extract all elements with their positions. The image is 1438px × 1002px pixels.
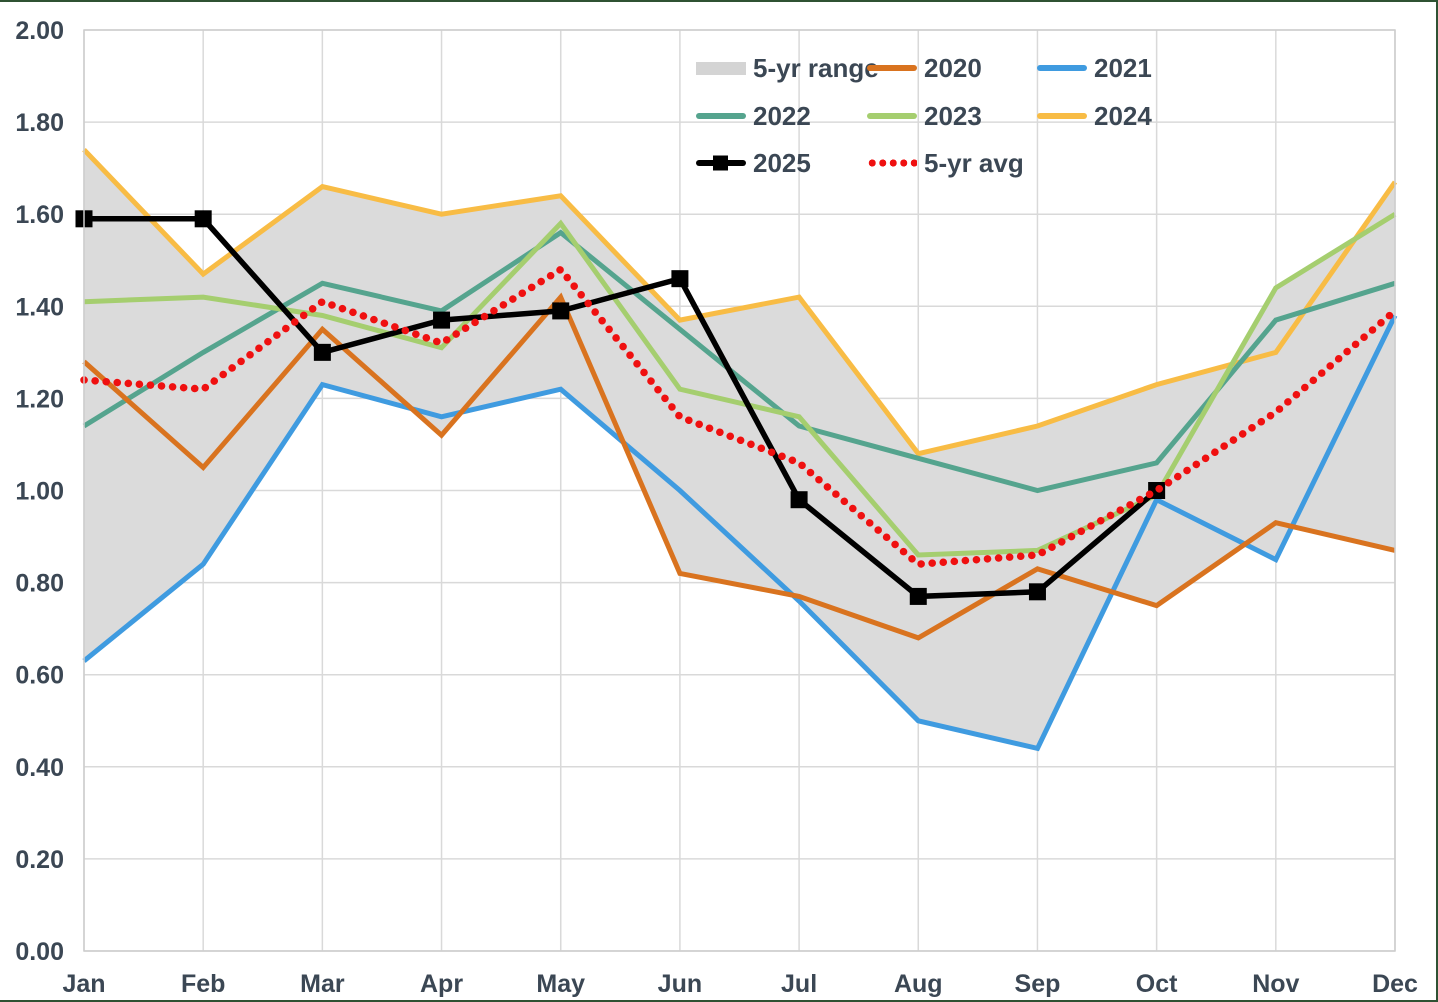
x-tick-label: Feb [181, 970, 225, 998]
legend-label: 2025 [753, 147, 811, 178]
legend-item-2020: 2020 [867, 52, 982, 83]
line-2020 [82, 292, 1396, 641]
y-tick-label: 1.40 [15, 293, 64, 321]
square-marker [1028, 583, 1046, 601]
x-tick-label: Oct [1136, 970, 1178, 998]
band-swatch-icon [696, 61, 746, 75]
legend-item-2025: 2025 [696, 147, 811, 178]
line-swatch-icon [1037, 65, 1087, 71]
square-marker [433, 311, 451, 329]
y-tick-label: 1.00 [15, 478, 64, 506]
line-swatch-icon [867, 65, 917, 71]
line-5yr-avg [80, 264, 1399, 569]
y-tick-label: 0.00 [15, 938, 64, 966]
square-marker [313, 343, 331, 361]
x-tick-label: Aug [894, 970, 943, 998]
line-swatch-icon [696, 113, 746, 119]
legend-item-5yr-avg: 5-yr avg [867, 147, 1024, 178]
legend-item-2024: 2024 [1037, 100, 1152, 131]
line-2024 [82, 147, 1398, 457]
line-2022 [82, 229, 1396, 494]
square-marker [671, 270, 689, 288]
x-tick-label: Jun [658, 970, 702, 998]
x-tick-label: May [536, 970, 585, 998]
legend-label: 2020 [924, 52, 982, 83]
band-5yr-range [84, 149, 1395, 749]
x-axis-labels: Jan Feb Mar Apr May Jun Jul Aug Sep Oct Nov Dec [62, 970, 1418, 998]
y-tick-label: 0.40 [15, 754, 64, 782]
legend-label: 5-yr range [753, 52, 879, 83]
square-marker [194, 210, 212, 228]
x-tick-label: Mar [300, 970, 345, 998]
x-tick-label: Jul [781, 970, 817, 998]
y-tick-label: 0.20 [15, 846, 64, 874]
line-2025 [84, 216, 1159, 600]
x-tick-label: Jan [62, 970, 105, 998]
legend-label: 2024 [1094, 100, 1152, 131]
square-marker [552, 302, 570, 320]
legend-item-5yr-range: 5-yr range [696, 52, 879, 83]
y-tick-label: 0.60 [15, 662, 64, 690]
plot-border [83, 29, 1396, 952]
square-marker [790, 491, 808, 509]
legend-label: 2022 [753, 100, 811, 131]
x-tick-label: Dec [1372, 970, 1418, 998]
x-tick-label: Apr [420, 970, 463, 998]
legend-label: 2021 [1094, 52, 1152, 83]
x-tick-label: Sep [1015, 970, 1061, 998]
line-swatch-icon [696, 155, 746, 171]
y-tick-label: 2.00 [15, 17, 64, 45]
legend-item-2023: 2023 [867, 100, 982, 131]
legend-item-2021: 2021 [1037, 52, 1152, 83]
legend-label: 5-yr avg [924, 147, 1024, 178]
legend-label: 2023 [924, 100, 982, 131]
x-tick-label: Nov [1252, 970, 1299, 998]
y-tick-label: 1.20 [15, 385, 64, 413]
y-axis-labels: 0.00 0.20 0.40 0.60 0.80 1.00 1.20 1.40 1.60 1.80… [15, 17, 64, 966]
y-tick-label: 0.80 [15, 570, 64, 598]
dotted-line-swatch-icon [867, 159, 917, 167]
y-tick-label: 1.80 [15, 109, 64, 137]
line-2021 [82, 314, 1398, 752]
line-swatch-icon [1037, 113, 1087, 119]
y-tick-label: 1.60 [15, 201, 64, 229]
square-marker [909, 587, 927, 605]
square-marker-icon [713, 155, 728, 171]
line-swatch-icon [867, 113, 917, 119]
legend-item-2022: 2022 [696, 100, 811, 131]
